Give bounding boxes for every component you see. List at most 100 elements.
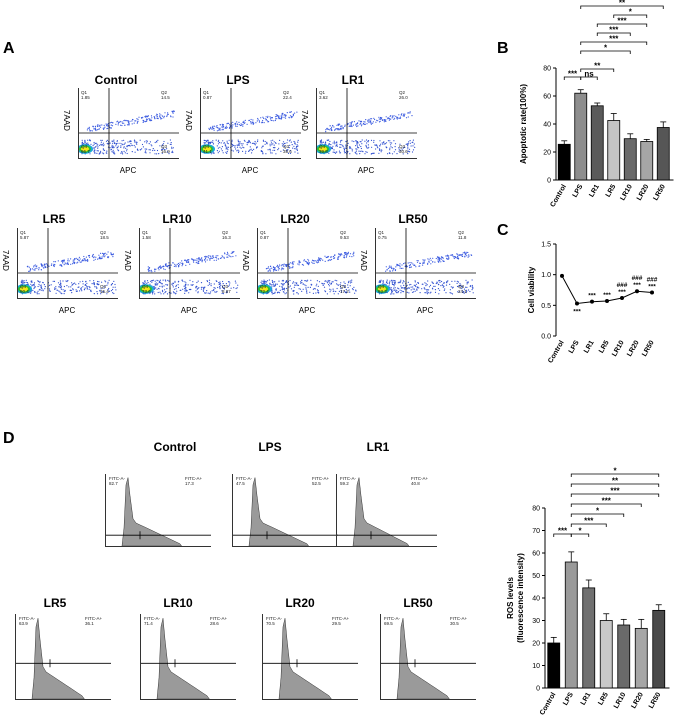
x-axis-label: APC (180, 306, 198, 315)
bar-lr20 (640, 141, 654, 181)
quadrant-q1-value: Q1 1.85 (81, 90, 90, 100)
data-point-lr1 (590, 299, 594, 304)
significance-bracket (570, 493, 660, 497)
quadrant-name: Q1 (203, 90, 210, 95)
histogram-title: LR1 (366, 440, 390, 454)
flow-dot-plot: Q1 0.75 Q2 11.8 Q4 63.3 Q3 24.1 (375, 228, 476, 299)
quadrant-name: Q2 (340, 230, 347, 235)
x-tick-label: Control (539, 691, 558, 716)
quadrant-q3-value: Q3 30.6 (399, 144, 408, 154)
quadrant-percent: 35.6 (283, 149, 292, 154)
gate-label: FITC-A- (266, 616, 282, 621)
gate-percent: 28.6 (210, 621, 219, 626)
y-axis-label: 7AAD (240, 250, 250, 271)
x-tick-label: LR50 (648, 691, 663, 709)
y-tick-label: 80 (543, 66, 551, 73)
quadrant-q2-value: Q2 11.8 (458, 230, 466, 240)
quadrant-percent: 30.6 (399, 149, 408, 154)
x-axis-label: APC (357, 166, 375, 175)
quadrant-name: Q3 (458, 284, 465, 289)
gate-percent: 70.5 (266, 621, 275, 626)
quadrant-q4-value: Q4 39.8 (319, 144, 328, 154)
significance-bracket (596, 23, 648, 27)
data-point-lps (575, 301, 579, 306)
significance-label: ### (647, 276, 658, 283)
y-tick-label: 0.5 (541, 303, 551, 310)
x-tick-label: LPS (562, 691, 575, 707)
quadrant-q1-value: Q1 0.87 (203, 90, 212, 100)
bar-lr50 (652, 609, 666, 689)
quadrant-name: Q1 (319, 90, 326, 95)
bar-lps (564, 561, 578, 689)
significance-label: *** (584, 517, 594, 526)
fitc-positive-gate: FITC-A+ 17.3 (185, 476, 202, 486)
significance-bracket (580, 41, 648, 45)
quadrant-name: Q3 (340, 284, 347, 289)
bar-lr50 (656, 127, 670, 181)
quadrant-q3-value: Q3 24.1 (458, 284, 467, 294)
quadrant-percent: 0.87 (203, 95, 212, 100)
quadrant-name: Q3 (222, 284, 229, 289)
quadrant-name: Q3 (283, 144, 290, 149)
quadrant-q4-value: Q4 63.3 (378, 284, 387, 294)
y-axis-label: 7AAD (183, 110, 193, 131)
significance-label: ### (617, 282, 628, 289)
y-tick-label: 60 (532, 551, 540, 558)
flow-dot-plot: Q1 1.58 Q2 16.3 Q4 73.6 Q3 8.87 (139, 228, 240, 299)
x-tick-label: LR5 (597, 691, 610, 706)
significance-label: * (604, 44, 608, 53)
flow-dot-plot: Q1 5.87 Q2 18.5 Q4 60.4 Q3 15.4 (17, 228, 118, 299)
x-axis-label: APC (416, 306, 434, 315)
quadrant-percent: 22.4 (283, 95, 292, 100)
x-axis-label: APC (241, 166, 259, 175)
quadrant-name: Q3 (399, 144, 406, 149)
x-tick-label: LR1 (588, 183, 601, 198)
histogram-title: LR20 (285, 596, 315, 610)
flow-dot-plot: Q1 1.85 Q2 14.5 Q4 66.7 Q3 16.9 (78, 88, 179, 159)
bar-lr10 (617, 624, 631, 689)
quadrant-name: Q2 (222, 230, 229, 235)
quadrant-name: Q4 (260, 284, 267, 289)
quadrant-q1-value: Q1 0.87 (260, 230, 269, 240)
x-axis-label: APC (119, 166, 137, 175)
significance-label: ** (612, 477, 619, 486)
ros-histogram: FITC-A- 69.5 FITC-A+ 30.5 (380, 614, 476, 700)
quadrant-name: Q3 (100, 284, 107, 289)
gate-label: FITC-A+ (450, 616, 468, 621)
significance-label: *** (573, 308, 581, 315)
gate-label: FITC-A- (144, 616, 160, 621)
gate-label: FITC-A+ (210, 616, 228, 621)
quadrant-name: Q4 (203, 144, 210, 149)
y-tick-label: 0.0 (541, 334, 551, 341)
quadrant-name: Q4 (81, 144, 88, 149)
significance-label: * (596, 507, 600, 516)
significance-label: ### (632, 275, 643, 282)
y-axis-title: Apoptotic rate(100%) (519, 84, 528, 164)
significance-label: *** (610, 487, 620, 496)
quadrant-name: Q2 (100, 230, 107, 235)
fitc-positive-gate: FITC-A+ 52.5 (312, 476, 329, 486)
flow-plot-title: LR10 (162, 212, 192, 226)
significance-bracket (570, 483, 660, 487)
quadrant-q2-value: Q2 18.5 (100, 230, 109, 240)
x-tick-label: LR1 (583, 339, 596, 354)
histogram-distribution (121, 477, 182, 546)
histogram-distribution (248, 477, 309, 546)
ros-histogram: FITC-A- 71.4 FITC-A+ 28.6 (140, 614, 236, 700)
y-tick-label: 20 (543, 150, 551, 157)
significance-label: ** (619, 0, 626, 8)
quadrant-percent: 73.6 (142, 289, 151, 294)
gate-percent: 47.5 (236, 481, 245, 486)
x-tick-label: LR10 (613, 691, 628, 709)
quadrant-name: Q4 (142, 284, 149, 289)
x-tick-label: Control (549, 183, 568, 208)
histogram-distribution (278, 618, 332, 699)
quadrant-name: Q2 (458, 230, 465, 235)
gate-percent: 29.5 (332, 621, 341, 626)
quadrant-q4-value: Q4 60.4 (20, 284, 29, 294)
significance-label: *** (568, 70, 578, 79)
ros-histogram: FITC-A- 47.5 FITC-A+ 52.5 (232, 474, 338, 547)
fitc-negative-gate: FITC-A- 70.5 (266, 616, 282, 626)
